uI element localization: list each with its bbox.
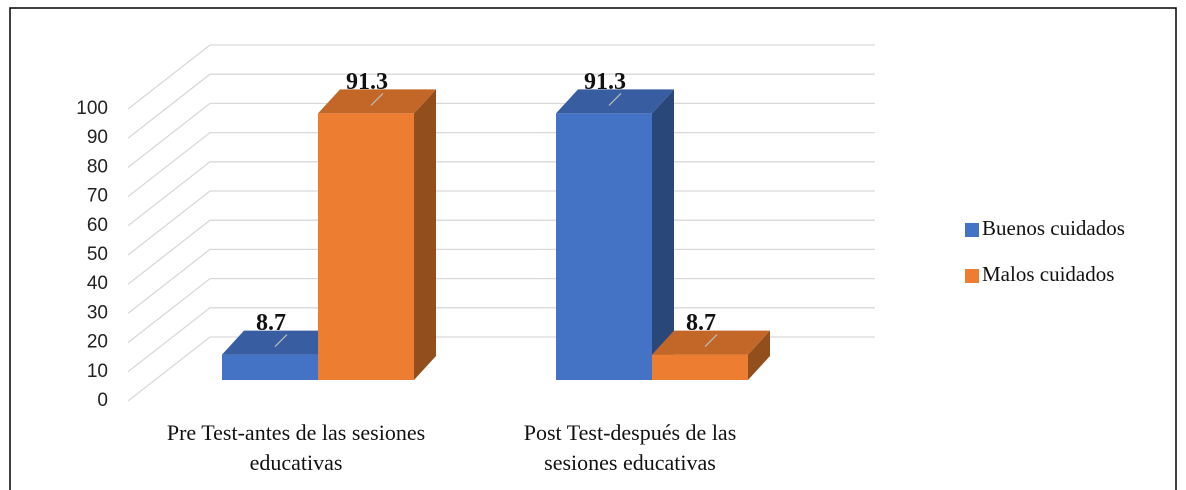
y-tick-label: 100 xyxy=(76,98,108,119)
grid-line xyxy=(127,131,875,198)
y-tick-label: 20 xyxy=(87,332,108,353)
leader-line xyxy=(608,92,622,106)
bar xyxy=(318,113,414,381)
leader-line xyxy=(704,334,718,348)
bar xyxy=(652,354,748,380)
legend-label: Buenos cuidados xyxy=(982,216,1125,240)
y-tick-label: 10 xyxy=(87,361,108,382)
legend-label: Malos cuidados xyxy=(982,262,1114,286)
bar-side xyxy=(414,89,436,381)
value-label: 91.3 xyxy=(584,69,626,95)
y-tick-label: 0 xyxy=(97,390,108,411)
bar-top xyxy=(222,330,340,355)
grid-line xyxy=(127,219,875,285)
bar-side xyxy=(652,89,674,381)
legend-swatch xyxy=(965,223,979,237)
y-tick-label: 80 xyxy=(87,156,108,177)
grid-line xyxy=(127,44,875,110)
grid-line xyxy=(127,102,875,168)
bar xyxy=(556,113,652,381)
leader-line xyxy=(274,334,288,348)
value-label: 8.7 xyxy=(256,310,286,336)
grid-line xyxy=(127,190,875,256)
y-tick-label: 70 xyxy=(87,186,108,207)
bar-top xyxy=(556,89,674,114)
grid-line xyxy=(127,248,875,314)
bar xyxy=(222,354,318,380)
leader-line xyxy=(370,92,384,106)
value-label: 91.3 xyxy=(346,69,388,95)
value-label: 8.7 xyxy=(686,310,716,336)
grid-line xyxy=(127,73,875,139)
y-tick-label: 30 xyxy=(87,302,108,323)
bar-top xyxy=(318,89,436,114)
x-tick-label: Pre Test-antes de las sesiones educativa… xyxy=(166,420,426,475)
legend-swatch xyxy=(965,269,979,283)
y-tick-label: 40 xyxy=(87,273,108,294)
bar-side xyxy=(748,330,770,380)
x-tick-label: Post Test-después de las sesiones educat… xyxy=(523,420,737,475)
y-tick-label: 90 xyxy=(87,127,108,148)
y-tick-label: 50 xyxy=(87,244,108,265)
y-tick-label: 60 xyxy=(87,215,108,236)
bar-top xyxy=(652,330,770,355)
frame xyxy=(9,7,1177,490)
grid-line xyxy=(127,161,875,227)
